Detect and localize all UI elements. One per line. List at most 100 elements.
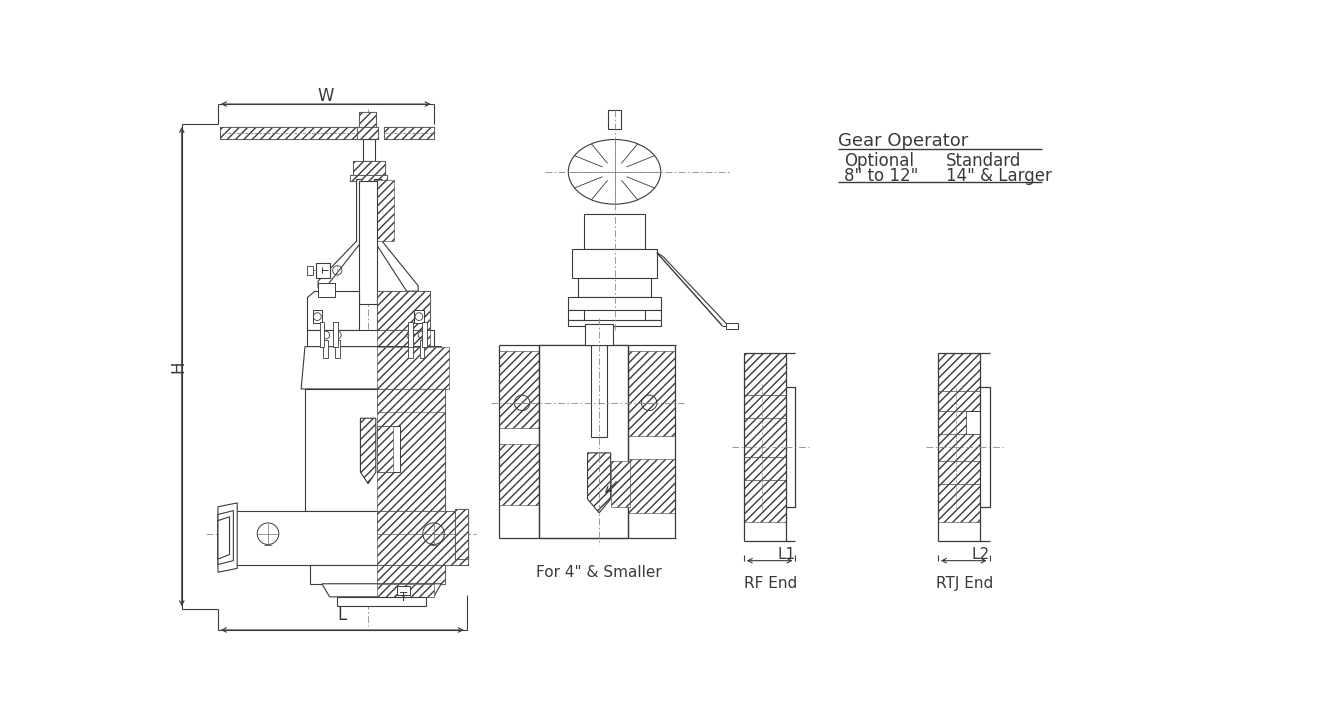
Bar xyxy=(312,311,321,323)
Bar xyxy=(219,510,469,565)
Bar xyxy=(383,127,433,139)
Bar xyxy=(311,565,445,584)
Bar xyxy=(786,388,795,507)
Bar xyxy=(608,110,620,129)
Bar xyxy=(374,179,394,241)
Polygon shape xyxy=(307,291,358,330)
Bar xyxy=(333,322,338,346)
Bar xyxy=(572,249,657,278)
Bar xyxy=(324,340,328,358)
Text: W: W xyxy=(317,87,335,105)
Polygon shape xyxy=(587,453,611,513)
Bar xyxy=(378,584,433,597)
Bar xyxy=(744,418,786,457)
Bar xyxy=(967,410,980,433)
Bar xyxy=(350,175,387,181)
Polygon shape xyxy=(219,510,233,565)
Text: L: L xyxy=(337,605,346,624)
Bar xyxy=(396,586,411,595)
Bar xyxy=(980,388,989,507)
Bar xyxy=(220,127,365,139)
Bar xyxy=(307,330,433,346)
Bar xyxy=(569,319,661,326)
Text: Standard: Standard xyxy=(946,152,1021,170)
Bar xyxy=(358,181,378,304)
Polygon shape xyxy=(374,179,419,291)
Text: RTJ End: RTJ End xyxy=(936,576,993,591)
Polygon shape xyxy=(219,517,229,559)
Bar xyxy=(220,127,365,139)
Bar xyxy=(378,426,400,472)
Bar xyxy=(357,127,378,139)
Text: 8" to 12": 8" to 12" xyxy=(844,168,918,185)
Polygon shape xyxy=(319,179,362,287)
Bar xyxy=(421,322,427,346)
Polygon shape xyxy=(321,584,441,597)
Bar xyxy=(744,395,786,418)
Bar xyxy=(383,127,433,139)
Bar xyxy=(744,480,786,522)
Polygon shape xyxy=(378,291,429,330)
Bar xyxy=(378,330,429,346)
Bar xyxy=(744,353,786,395)
Text: L2: L2 xyxy=(972,547,989,562)
Bar xyxy=(628,351,674,436)
Bar xyxy=(938,391,980,410)
Bar xyxy=(628,459,674,513)
Bar xyxy=(456,509,469,559)
Bar xyxy=(726,323,738,329)
Bar xyxy=(378,346,449,389)
Bar xyxy=(408,322,412,346)
Bar xyxy=(611,460,630,507)
Bar xyxy=(499,444,539,505)
Text: Gear Operator: Gear Operator xyxy=(838,132,968,150)
Bar xyxy=(311,295,320,306)
Bar xyxy=(408,340,412,358)
Bar xyxy=(358,112,375,127)
Bar xyxy=(316,263,329,278)
Bar xyxy=(319,283,335,298)
Text: L1: L1 xyxy=(777,547,795,562)
Bar xyxy=(645,311,661,319)
Text: RF End: RF End xyxy=(744,576,798,591)
Bar xyxy=(378,510,469,565)
Bar xyxy=(353,161,385,175)
Bar xyxy=(337,597,425,606)
Polygon shape xyxy=(302,346,449,389)
Bar xyxy=(938,433,980,460)
Bar xyxy=(591,345,607,438)
Bar xyxy=(358,112,375,127)
Text: H: H xyxy=(169,360,187,373)
Bar xyxy=(350,175,387,181)
Text: 14" & Larger: 14" & Larger xyxy=(946,168,1051,185)
Bar xyxy=(378,291,429,330)
Bar xyxy=(578,278,652,296)
Bar xyxy=(744,457,786,480)
Bar xyxy=(306,389,445,510)
Bar xyxy=(938,410,967,433)
Bar xyxy=(569,311,583,319)
Bar xyxy=(357,127,378,139)
Text: For 4" & Smaller: For 4" & Smaller xyxy=(536,565,662,580)
Polygon shape xyxy=(219,503,237,572)
Text: T: T xyxy=(400,591,407,604)
Bar xyxy=(583,214,645,249)
Bar xyxy=(585,324,612,345)
Bar xyxy=(539,345,628,537)
Bar xyxy=(307,266,312,275)
Polygon shape xyxy=(361,418,375,484)
Bar xyxy=(320,322,324,346)
Bar xyxy=(420,340,424,358)
Text: Optional: Optional xyxy=(844,152,914,170)
Bar xyxy=(362,139,375,161)
Bar xyxy=(499,351,539,428)
Bar xyxy=(938,484,980,522)
Bar xyxy=(378,426,392,472)
Bar xyxy=(378,389,445,412)
Bar xyxy=(378,389,445,510)
Bar xyxy=(335,340,340,358)
Bar xyxy=(938,460,980,484)
Bar xyxy=(378,510,469,534)
Bar xyxy=(353,161,385,175)
Bar xyxy=(378,565,445,584)
